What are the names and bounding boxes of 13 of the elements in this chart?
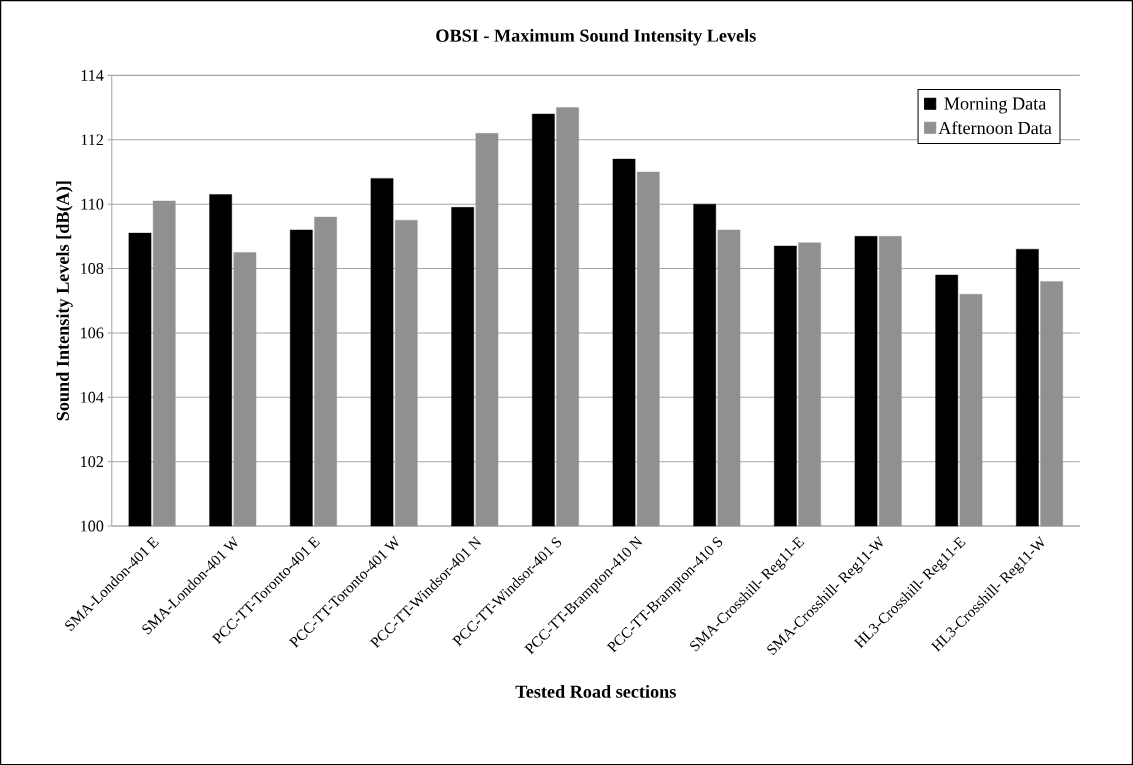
y-tick-label: 108 [81, 263, 104, 274]
y-tick-label: 112 [81, 134, 103, 146]
y-tick-label: 100 [81, 520, 104, 532]
y-tick-label: 104 [81, 391, 104, 403]
chart-title: OBSI - Maximum Sound Intensity Levels [436, 28, 756, 46]
legend-label: Afternoon Data [938, 121, 1052, 135]
y-tick-label: 102 [81, 456, 103, 468]
y-tick-label: 106 [81, 327, 104, 339]
y-axis-title: Sound Intensity Levels [dB(A)] [56, 181, 73, 421]
x-axis-title: Tested Road sections [515, 684, 676, 698]
y-tick-label: 114 [81, 69, 104, 81]
y-tick-label: 110 [81, 198, 104, 210]
legend-label: Morning Data [944, 97, 1047, 114]
